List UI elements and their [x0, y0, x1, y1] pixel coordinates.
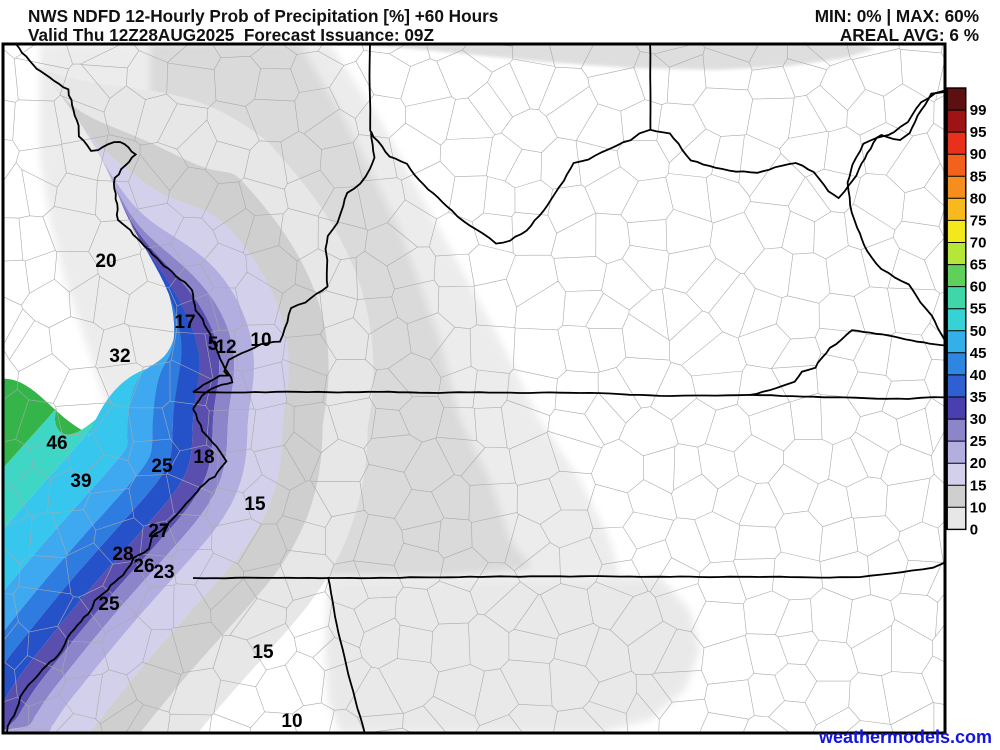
svg-text:30: 30: [970, 411, 987, 428]
svg-text:10: 10: [250, 330, 271, 351]
svg-text:46: 46: [46, 433, 67, 454]
svg-text:95: 95: [970, 124, 987, 141]
svg-text:20: 20: [95, 251, 116, 272]
svg-text:25: 25: [970, 433, 987, 450]
svg-text:25: 25: [98, 594, 120, 615]
svg-text:55: 55: [970, 301, 987, 318]
svg-text:80: 80: [970, 190, 987, 207]
svg-text:60: 60: [970, 279, 987, 296]
svg-text:10: 10: [281, 711, 302, 732]
svg-text:90: 90: [970, 146, 987, 163]
svg-text:25: 25: [151, 456, 173, 477]
svg-text:65: 65: [970, 257, 987, 274]
svg-text:20: 20: [970, 455, 987, 472]
svg-text:0: 0: [970, 521, 978, 538]
svg-text:15: 15: [252, 642, 274, 663]
svg-text:35: 35: [970, 389, 987, 406]
svg-text:39: 39: [70, 471, 91, 492]
svg-text:15: 15: [970, 477, 987, 494]
svg-text:40: 40: [970, 367, 987, 384]
svg-text:23: 23: [153, 562, 174, 583]
svg-text:18: 18: [193, 447, 214, 468]
svg-text:99: 99: [970, 102, 987, 119]
svg-text:12: 12: [215, 337, 236, 358]
svg-text:28: 28: [112, 544, 133, 565]
svg-text:45: 45: [970, 345, 987, 362]
svg-text:70: 70: [970, 235, 987, 252]
svg-text:75: 75: [970, 212, 987, 229]
svg-text:10: 10: [970, 499, 987, 516]
svg-text:15: 15: [244, 494, 266, 515]
svg-text:32: 32: [109, 346, 130, 367]
svg-text:85: 85: [970, 168, 987, 185]
svg-text:27: 27: [148, 521, 169, 542]
svg-text:50: 50: [970, 323, 987, 340]
svg-text:17: 17: [174, 312, 195, 333]
svg-text:26: 26: [133, 556, 154, 577]
